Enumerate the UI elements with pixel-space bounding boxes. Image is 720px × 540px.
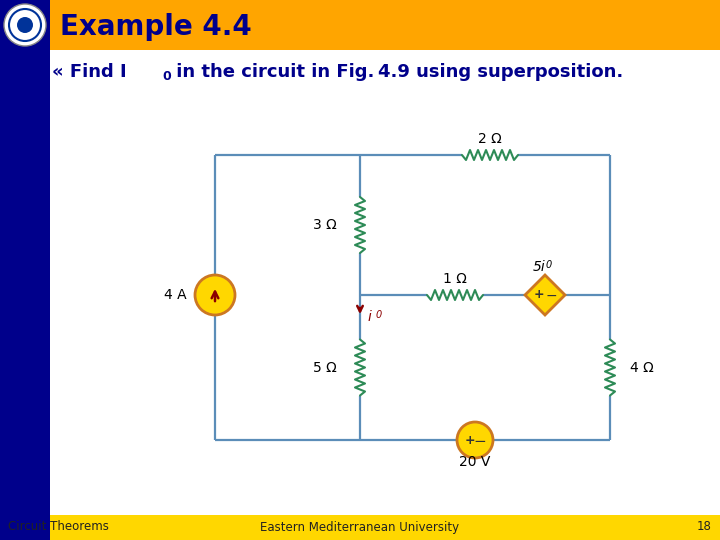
Polygon shape — [525, 275, 565, 315]
Text: 3 Ω: 3 Ω — [313, 218, 337, 232]
Text: 4 Ω: 4 Ω — [630, 361, 654, 375]
Text: 1 Ω: 1 Ω — [443, 272, 467, 286]
Text: −: − — [545, 289, 557, 303]
Text: 0: 0 — [546, 260, 552, 270]
Text: 5i: 5i — [532, 260, 545, 274]
Text: +: + — [464, 434, 475, 447]
Text: Circuit Theorems: Circuit Theorems — [8, 521, 109, 534]
Text: i: i — [368, 310, 372, 324]
Text: « Find I: « Find I — [52, 63, 127, 81]
Bar — [0, 0, 50, 540]
Text: 18: 18 — [697, 521, 712, 534]
Bar — [0, 0, 720, 50]
Text: 4 A: 4 A — [164, 288, 187, 302]
Text: 2 Ω: 2 Ω — [478, 132, 502, 146]
Text: Example 4.4: Example 4.4 — [60, 13, 252, 41]
Text: 20 V: 20 V — [459, 455, 491, 469]
Circle shape — [17, 17, 33, 33]
Text: Eastern Mediterranean University: Eastern Mediterranean University — [261, 521, 459, 534]
Circle shape — [457, 422, 493, 458]
Text: −: − — [474, 434, 487, 449]
Circle shape — [4, 4, 46, 46]
Text: +: + — [534, 288, 544, 301]
Bar — [0, 515, 720, 540]
Text: 0: 0 — [376, 310, 382, 320]
Text: 0: 0 — [162, 70, 171, 83]
Text: 5 Ω: 5 Ω — [313, 361, 337, 375]
Circle shape — [195, 275, 235, 315]
Text: in the circuit in Fig. 4.9 using superposition.: in the circuit in Fig. 4.9 using superpo… — [170, 63, 624, 81]
